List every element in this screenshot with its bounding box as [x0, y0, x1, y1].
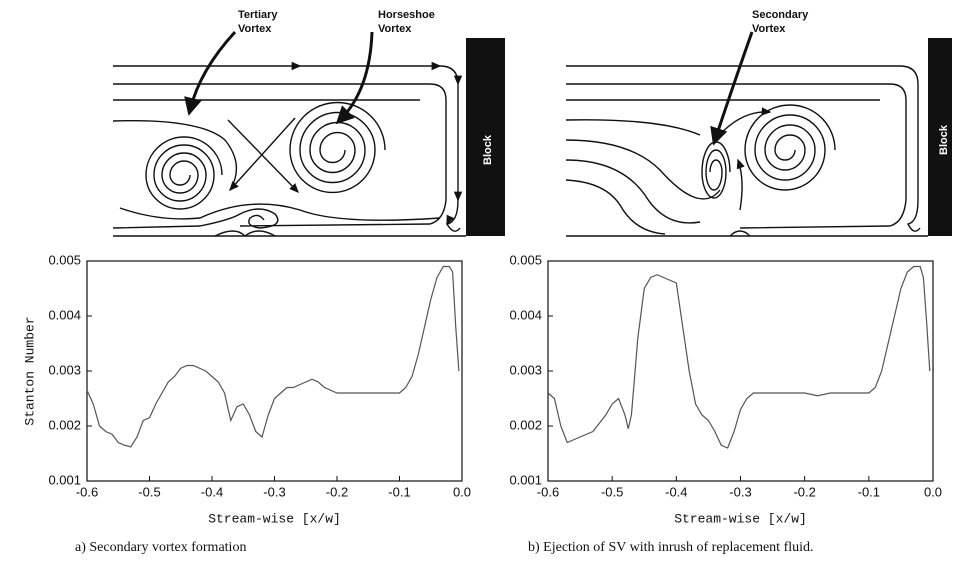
streamline: [566, 83, 907, 229]
x-axis-label: Stream-wise [x/w]: [208, 511, 341, 526]
plot-frame: [547, 260, 934, 482]
x-tick-label: -0.3: [729, 484, 751, 499]
y-tick-label: 0.005: [48, 252, 81, 267]
block-label: Block: [938, 124, 950, 155]
caption: a) Secondary vortex formation: [75, 540, 246, 555]
diagram-label: Vortex: [238, 23, 272, 35]
diagram-label: Vortex: [752, 23, 786, 35]
streamline: [113, 61, 463, 232]
x-tick-label: -0.6: [537, 484, 559, 499]
y-tick-label: 0.001: [509, 472, 542, 487]
x-tick-label: -0.1: [388, 484, 410, 499]
flow-diagram: Block Secondary Vortex: [565, 9, 952, 237]
x-tick-label: -0.5: [601, 484, 623, 499]
pointer-arrow: [710, 31, 754, 146]
x-tick-label: -0.5: [138, 484, 160, 499]
caption: b) Ejection of SV with inrush of replace…: [528, 540, 814, 555]
y-tick-label: 0.001: [48, 472, 81, 487]
diagram-label: Tertiary: [238, 9, 278, 21]
x-tick-label: -0.6: [76, 484, 98, 499]
streamline: [729, 230, 751, 237]
data-line: [547, 265, 931, 449]
streamline: [565, 179, 666, 235]
x-tick-label: -0.2: [793, 484, 815, 499]
x-tick-label: -0.3: [263, 484, 285, 499]
y-tick-label: 0.002: [48, 417, 81, 432]
x-tick-label: -0.1: [858, 484, 880, 499]
streamline: [112, 208, 279, 229]
x-tick-label: 0.0: [453, 484, 471, 499]
diagram-label: Secondary: [752, 9, 809, 21]
y-tick-label: 0.004: [509, 307, 542, 322]
y-axis-label: Stanton Number: [22, 316, 37, 425]
streamline: [565, 119, 701, 136]
y-tick-label: 0.005: [509, 252, 542, 267]
block: [928, 38, 952, 236]
x-tick-label: -0.2: [326, 484, 348, 499]
vortex: [145, 136, 223, 210]
y-tick-label: 0.002: [509, 417, 542, 432]
streamline: [227, 119, 299, 194]
y-tick-label: 0.003: [509, 362, 542, 377]
streamline: [736, 158, 745, 211]
block: [466, 38, 505, 236]
pointer-arrow: [335, 31, 374, 125]
y-tick-label: 0.004: [48, 307, 81, 322]
streamline: [119, 203, 441, 221]
streamline: [214, 230, 276, 237]
vortex: [744, 104, 836, 191]
y-tick-label: 0.003: [48, 362, 81, 377]
block-label: Block: [482, 134, 494, 165]
streamline: [565, 159, 701, 224]
streamline: [112, 119, 238, 191]
x-tick-label: 0.0: [924, 484, 942, 499]
vortex: [289, 101, 386, 194]
diagram-label: Horseshoe: [378, 9, 435, 21]
diagram-label: Vortex: [378, 23, 412, 35]
streamline: [229, 117, 296, 192]
x-tick-label: -0.4: [201, 484, 223, 499]
plot-frame: [86, 260, 463, 482]
pointer-arrow: [184, 30, 237, 116]
vortex: [701, 141, 731, 199]
x-tick-label: -0.4: [665, 484, 687, 499]
x-axis-label: Stream-wise [x/w]: [674, 511, 807, 526]
streamline: [566, 65, 921, 232]
flow-diagram: Block Tertiary Vortex Horseshoe Vortex: [112, 9, 505, 237]
data-line: [86, 265, 460, 448]
streamline: [113, 83, 447, 227]
streamline: [565, 139, 721, 200]
